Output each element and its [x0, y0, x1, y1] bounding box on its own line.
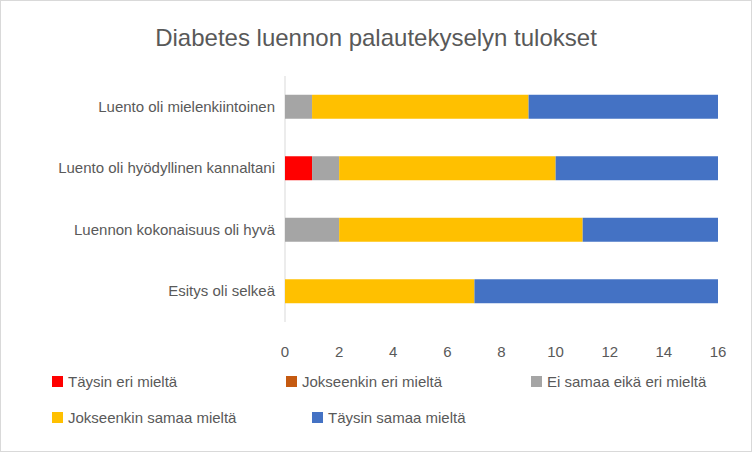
legend-label: Ei samaa eikä eri mieltä	[547, 373, 707, 390]
legend-swatch	[52, 376, 63, 387]
legend-swatch	[52, 412, 63, 423]
chart-frame	[1, 1, 752, 452]
legend-label: Jokseenkin samaa mieltä	[68, 409, 237, 426]
bar-segment	[285, 95, 312, 119]
tick-mark	[393, 322, 394, 323]
legend-swatch	[531, 376, 542, 387]
legend-label: Täysin samaa mieltä	[328, 409, 466, 426]
bar-segment	[339, 218, 583, 242]
x-tick-label: 4	[389, 343, 397, 360]
chart-container: Diabetes luennon palautekyselyn tulokset…	[0, 0, 752, 452]
bar-segment	[583, 218, 718, 242]
tick-mark	[555, 322, 556, 323]
legend-swatch	[312, 412, 323, 423]
bars	[285, 95, 718, 303]
x-tick-label: 6	[443, 343, 451, 360]
legend-label: Jokseenkin eri mieltä	[302, 373, 443, 390]
tick-mark	[718, 322, 719, 323]
x-tick-label: 12	[601, 343, 618, 360]
x-tick-label: 10	[547, 343, 564, 360]
bar-segment	[529, 95, 718, 119]
bar-segment	[312, 156, 339, 180]
category-label: Luennon kokonaisuus oli hyvä	[74, 221, 276, 238]
legend-swatch	[286, 376, 297, 387]
x-tick-label: 2	[335, 343, 343, 360]
tick-mark	[663, 322, 664, 323]
bar-segment	[312, 95, 529, 119]
category-label: Luento oli mielenkiintoinen	[98, 98, 275, 115]
x-tick-label: 16	[710, 343, 727, 360]
chart-svg: Diabetes luennon palautekyselyn tulokset…	[0, 0, 752, 452]
bar-segment	[285, 279, 474, 303]
bar-segment	[339, 156, 556, 180]
x-tick-label: 0	[281, 343, 289, 360]
tick-mark	[339, 322, 340, 323]
legend-label: Täysin eri mieltä	[68, 373, 178, 390]
tick-mark	[285, 322, 286, 323]
category-label: Luento oli hyödyllinen kannaltani	[58, 159, 275, 176]
chart-title: Diabetes luennon palautekyselyn tulokset	[155, 24, 597, 51]
tick-mark	[609, 322, 610, 323]
tick-mark	[501, 322, 502, 323]
category-label: Esitys oli selkeä	[168, 282, 275, 299]
x-tick-label: 8	[497, 343, 505, 360]
bar-segment	[285, 156, 312, 180]
bar-segment	[285, 218, 339, 242]
tick-mark	[447, 322, 448, 323]
bar-segment	[556, 156, 718, 180]
x-tick-label: 14	[656, 343, 673, 360]
bar-segment	[474, 279, 718, 303]
